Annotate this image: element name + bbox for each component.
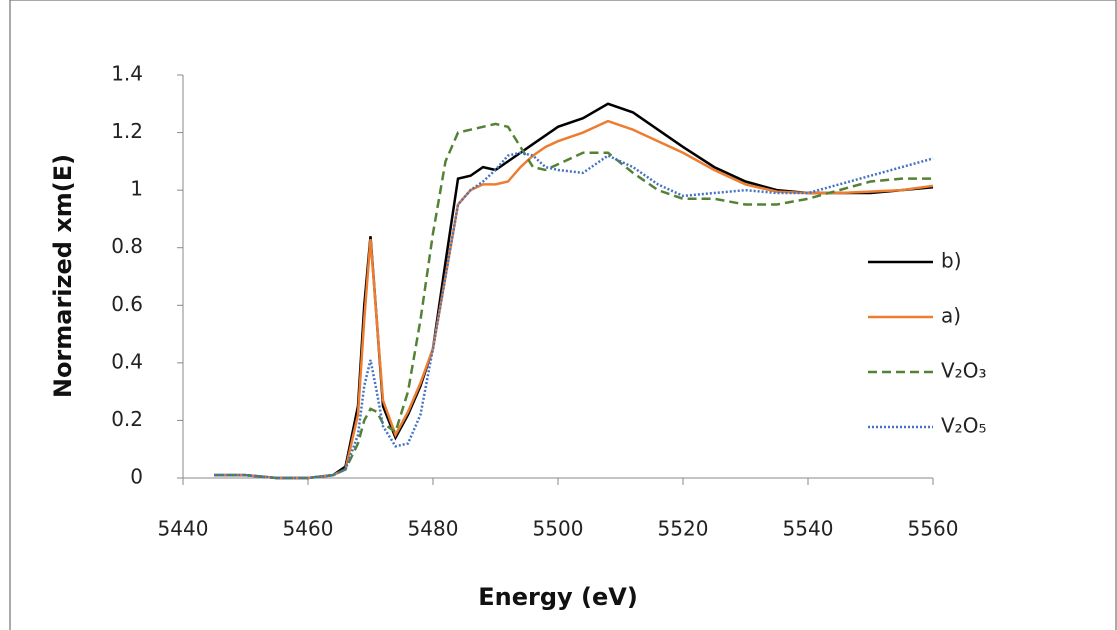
series-line: [214, 122, 933, 480]
x-tick-label: 5500: [533, 517, 584, 541]
x-tick-label: 5520: [658, 517, 709, 541]
y-axis-title: Normarized xm(E): [49, 154, 77, 398]
x-tick-label: 5440: [158, 517, 209, 541]
y-tick-label: 0.2: [111, 407, 143, 431]
y-tick-label: 1.2: [111, 119, 143, 143]
legend-label: V₂O₅: [941, 414, 986, 438]
series-line: [214, 102, 934, 480]
x-axis-title: Energy (eV): [478, 583, 638, 611]
legend-label: a): [941, 304, 961, 328]
y-tick-label: 0.8: [111, 234, 143, 258]
x-tick-label: 5540: [783, 517, 834, 541]
chart-frame: [9, 0, 1117, 630]
y-tick-label: 0.6: [111, 292, 143, 316]
y-tick-label: 1: [130, 177, 143, 201]
legend-label: b): [941, 249, 962, 273]
x-tick-label: 5460: [283, 517, 334, 541]
y-tick-label: 0: [130, 465, 143, 489]
y-tick-label: 1.4: [111, 62, 143, 86]
series-line: [214, 151, 934, 480]
series-line: [214, 119, 934, 480]
x-tick-label: 5560: [908, 517, 959, 541]
y-tick-label: 0.4: [111, 349, 143, 373]
legend-label: V₂O₃: [941, 359, 986, 383]
x-tick-label: 5480: [408, 517, 459, 541]
